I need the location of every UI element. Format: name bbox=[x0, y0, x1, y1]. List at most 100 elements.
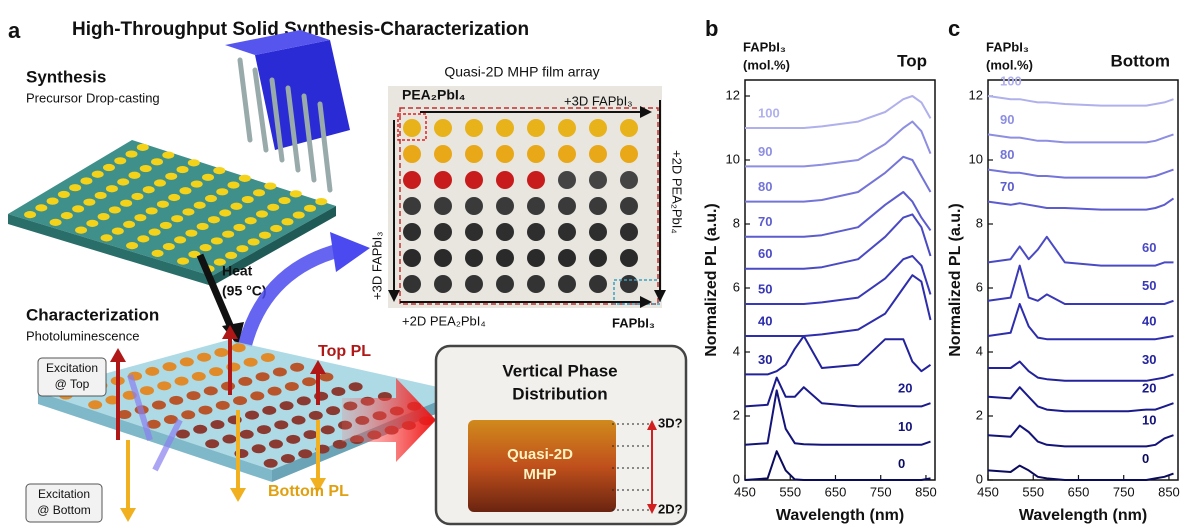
y-axis-title: Normalized PL (a.u.) bbox=[703, 203, 720, 357]
x-tick-label: 750 bbox=[870, 484, 892, 499]
arrow-head bbox=[230, 488, 246, 502]
arrow-head bbox=[110, 348, 126, 362]
series-label: 10 bbox=[1142, 413, 1156, 428]
yellow-dot bbox=[75, 227, 87, 234]
yellow-dot bbox=[143, 186, 155, 193]
yellow-dot bbox=[182, 208, 194, 215]
yellow-dot bbox=[160, 222, 172, 229]
synthesis-title: Synthesis bbox=[26, 67, 106, 86]
y-tick-label: 10 bbox=[726, 151, 740, 166]
film-spot bbox=[527, 145, 545, 163]
yellow-dot bbox=[242, 196, 254, 203]
yellow-dot bbox=[253, 189, 265, 196]
box-title: Vertical Phase bbox=[502, 361, 617, 380]
array-photo bbox=[388, 86, 662, 308]
film-dot bbox=[298, 449, 312, 458]
film-dot bbox=[145, 367, 159, 376]
spectrum-line bbox=[988, 466, 1174, 480]
array-right-axis: +2D PEA₂PbI₄ bbox=[670, 150, 685, 234]
film-dot bbox=[152, 401, 166, 410]
arrow-head bbox=[120, 508, 136, 522]
series-label: 100 bbox=[1000, 73, 1022, 88]
film-spot bbox=[496, 275, 514, 293]
yellow-dot bbox=[109, 206, 121, 213]
series-label: 60 bbox=[758, 246, 772, 261]
yellow-dot bbox=[58, 191, 70, 198]
series-label: 70 bbox=[758, 214, 772, 229]
yellow-dot bbox=[236, 245, 248, 252]
film-spot bbox=[434, 275, 452, 293]
y-tick-label: 4 bbox=[976, 343, 983, 358]
series-label: 90 bbox=[758, 144, 772, 159]
film-dot bbox=[198, 406, 212, 415]
yellow-dot bbox=[112, 228, 124, 235]
series-label: 70 bbox=[1000, 179, 1014, 194]
synthesis-plate bbox=[8, 140, 336, 276]
film-dot bbox=[331, 387, 345, 396]
array-bottom-axis: +2D PEA₂PbI₄ bbox=[402, 313, 486, 328]
excitation-top: Excitation bbox=[46, 361, 98, 375]
yellow-dot bbox=[188, 159, 200, 166]
x-tick-label: 450 bbox=[977, 484, 999, 499]
pipettes bbox=[225, 30, 350, 190]
film-spot bbox=[558, 197, 576, 215]
film-dot bbox=[193, 425, 207, 434]
film-dot bbox=[257, 425, 271, 434]
yellow-dot bbox=[152, 250, 164, 257]
yellow-dot bbox=[114, 157, 126, 164]
panel-label: b bbox=[705, 16, 718, 41]
array-end: FAPbI₃ bbox=[612, 315, 655, 330]
film-spot bbox=[558, 275, 576, 293]
yellow-dot bbox=[80, 177, 92, 184]
yellow-dot bbox=[228, 181, 240, 188]
yellow-dot bbox=[290, 190, 302, 197]
excitation-bottom: @ Bottom bbox=[37, 503, 91, 517]
film-dot bbox=[326, 406, 340, 415]
y-tick-label: 0 bbox=[733, 471, 740, 486]
yellow-dot bbox=[120, 200, 132, 207]
series-label: 0 bbox=[898, 456, 905, 471]
film-dot bbox=[140, 386, 154, 395]
x-tick-label: 550 bbox=[1022, 484, 1044, 499]
yellow-dot bbox=[98, 213, 110, 220]
film-spot bbox=[496, 197, 514, 215]
film-spot bbox=[465, 223, 483, 241]
series-label: 50 bbox=[758, 281, 772, 296]
series-label: 30 bbox=[758, 352, 772, 367]
yellow-dot bbox=[177, 166, 189, 173]
film-dot bbox=[261, 353, 275, 362]
film-spot bbox=[465, 145, 483, 163]
yellow-dot bbox=[140, 165, 152, 172]
film-dot bbox=[273, 367, 287, 376]
y-tick-label: 4 bbox=[733, 343, 740, 358]
charts: bFAPbI₃(mol.%)TopWavelength (nm)Normaliz… bbox=[703, 16, 1180, 524]
film-dot bbox=[309, 411, 323, 420]
series-label: 40 bbox=[1142, 313, 1156, 328]
film-spot bbox=[434, 145, 452, 163]
chart-title: Bottom bbox=[1111, 51, 1170, 70]
series-label: 100 bbox=[758, 105, 780, 120]
array-left-axis: +3D FAPbI₃ bbox=[369, 231, 384, 300]
film-spot bbox=[403, 197, 421, 215]
film-spot bbox=[527, 275, 545, 293]
yellow-dot bbox=[211, 237, 223, 244]
film-dot bbox=[175, 377, 189, 386]
film-dot bbox=[209, 367, 223, 376]
legend-title: FAPbI₃ bbox=[986, 39, 1029, 54]
y-tick-label: 2 bbox=[733, 407, 740, 422]
synthesis-subtitle: Precursor Drop-casting bbox=[26, 90, 160, 105]
film-dot bbox=[214, 348, 228, 357]
film-dot bbox=[181, 410, 195, 419]
yellow-dot bbox=[106, 185, 118, 192]
film-dot bbox=[233, 396, 247, 405]
yellow-dot bbox=[281, 218, 293, 225]
film-spot bbox=[558, 171, 576, 189]
film-spot bbox=[403, 119, 421, 137]
bottom-pl: Bottom PL bbox=[268, 483, 349, 500]
array-corner: PEA₂PbI₄ bbox=[402, 87, 465, 103]
film-spot bbox=[620, 119, 638, 137]
film-spot bbox=[403, 275, 421, 293]
film-spot bbox=[403, 171, 421, 189]
heat-label: Heat bbox=[222, 263, 253, 279]
film-dot bbox=[176, 430, 190, 439]
